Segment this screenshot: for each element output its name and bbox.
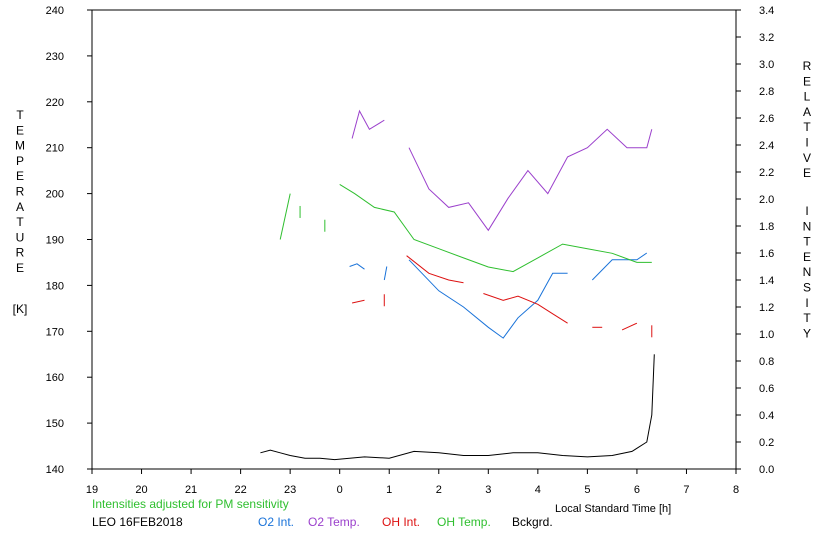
y-right-tick-label: 3.4 — [759, 5, 774, 17]
y-left-tick-label: 230 — [46, 51, 64, 63]
series-line-bckgrd- — [260, 354, 655, 461]
y-left-title-letter: U — [16, 230, 25, 244]
y-left-tick-label: 150 — [46, 418, 64, 430]
y-right-tick-label: 1.4 — [759, 275, 774, 287]
series-line-o2-int- — [383, 266, 388, 281]
y-right-title-letter: Y — [803, 326, 811, 340]
x-tick-label: 22 — [234, 484, 246, 496]
y-right-tick-label: 3.0 — [759, 59, 774, 71]
y-right-tick-label: 0.0 — [759, 464, 774, 476]
y-right-title-letter: I — [805, 136, 808, 150]
y-right-tick-label: 2.6 — [759, 113, 774, 125]
y-left-title-letter: R — [16, 246, 25, 260]
series-line-oh-int- — [406, 255, 464, 284]
y-left-tick-label: 210 — [46, 143, 64, 155]
y-left-title-letter: T — [16, 108, 24, 122]
x-tick-label: 0 — [337, 484, 343, 496]
y-right-title-letter: T — [803, 120, 811, 134]
x-tick-label: 7 — [683, 484, 689, 496]
station-date-label: LEO 16FEB2018 — [92, 515, 183, 529]
y-right-tick-label: 1.2 — [759, 302, 774, 314]
y-right-title-letter: L — [804, 90, 811, 104]
series-line-o2-int- — [408, 259, 568, 339]
y-left-tick-label: 200 — [46, 189, 64, 201]
legend-entry: Bckgrd. — [512, 515, 553, 529]
series-line-oh-int- — [483, 293, 568, 324]
y-right-tick-label: 3.2 — [759, 32, 774, 44]
y-right-title-letter: E — [803, 250, 811, 264]
y-left-title-letter: E — [16, 261, 24, 275]
y-right-tick-label: 1.8 — [759, 221, 774, 233]
series-line-o2-temp- — [408, 128, 653, 232]
y-left-title-letter: M — [15, 139, 25, 153]
x-tick-label: 8 — [733, 484, 739, 496]
x-tick-label: 4 — [535, 484, 541, 496]
series-line-oh-temp- — [279, 193, 291, 240]
series-line-o2-int- — [349, 263, 365, 270]
legend-entry: O2 Temp. — [308, 515, 360, 529]
y-right-title-letter: I — [805, 204, 808, 218]
y-left-tick-label: 190 — [46, 235, 64, 247]
series-line-oh-int- — [351, 299, 365, 304]
y-right-title-letter: N — [803, 265, 812, 279]
y-left-unit: [K] — [13, 302, 28, 316]
y-left-tick-label: 220 — [46, 97, 64, 109]
y-right-title-letter: R — [803, 59, 812, 73]
adjustment-note: Intensities adjusted for PM sensitivity — [92, 497, 289, 511]
y-right-title-letter: N — [803, 219, 812, 233]
x-tick-label: 23 — [284, 484, 296, 496]
series-line-oh-temp- — [339, 183, 652, 273]
x-tick-label: 1 — [386, 484, 392, 496]
x-tick-label: 21 — [185, 484, 197, 496]
y-left-title-letter: P — [16, 154, 24, 168]
y-right-title-letter: S — [803, 281, 811, 295]
legend-entry: OH Temp. — [437, 515, 491, 529]
y-left-title-letter: E — [16, 169, 24, 183]
x-axis-title: Local Standard Time [h] — [555, 503, 671, 515]
x-tick-label: 3 — [485, 484, 491, 496]
x-tick-label: 20 — [135, 484, 147, 496]
y-left-tick-label: 170 — [46, 326, 64, 338]
series-line-o2-temp- — [351, 109, 385, 139]
y-left-title-letter: E — [16, 123, 24, 137]
y-left-tick-label: 140 — [46, 464, 64, 476]
y-left-title-letter: T — [16, 215, 24, 229]
x-tick-label: 19 — [86, 484, 98, 496]
y-right-title-letter: T — [803, 311, 811, 325]
y-right-tick-label: 0.4 — [759, 410, 774, 422]
y-right-title-letter: T — [803, 235, 811, 249]
axes-layer: 19 20 21 22 23 0 1 2 3 4 5 6 7 8140150160170180190200… — [46, 5, 775, 496]
x-tick-label: 5 — [584, 484, 590, 496]
y-right-tick-label: 0.6 — [759, 383, 774, 395]
y-right-title-letter: V — [803, 151, 811, 165]
y-right-title-letter: E — [803, 166, 811, 180]
series-line-oh-int- — [621, 322, 638, 331]
y-right-tick-label: 1.6 — [759, 248, 774, 260]
y-right-tick-label: 0.8 — [759, 356, 774, 368]
y-right-tick-label: 2.0 — [759, 194, 774, 206]
y-left-tick-label: 180 — [46, 280, 64, 292]
y-left-title-letter: R — [16, 185, 25, 199]
y-left-tick-label: 160 — [46, 372, 64, 384]
y-left-title-letter: A — [16, 200, 24, 214]
y-right-title-letter: E — [803, 74, 811, 88]
y-right-tick-label: 2.2 — [759, 167, 774, 179]
x-tick-label: 2 — [436, 484, 442, 496]
y-right-tick-label: 2.4 — [759, 140, 774, 152]
legend-entry: OH Int. — [382, 515, 420, 529]
y-right-tick-label: 2.8 — [759, 86, 774, 98]
y-right-title-letter: A — [803, 105, 811, 119]
x-tick-label: 6 — [634, 484, 640, 496]
y-right-tick-label: 0.2 — [759, 437, 774, 449]
series-line-o2-int- — [591, 252, 648, 281]
series-layer — [260, 109, 655, 461]
y-left-tick-label: 240 — [46, 5, 64, 17]
y-right-title-letter: I — [805, 296, 808, 310]
y-right-tick-label: 1.0 — [759, 329, 774, 341]
legend-entry: O2 Int. — [258, 515, 294, 529]
